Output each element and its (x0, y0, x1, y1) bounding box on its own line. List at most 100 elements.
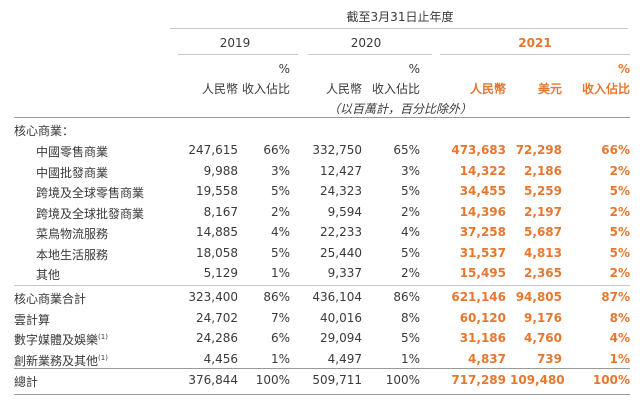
table-cell: 9,176 (524, 310, 562, 325)
col-share-2020: 收入佔比 (371, 82, 420, 96)
table-cell: 25,440 (320, 245, 362, 260)
table-cell: 100% (255, 373, 290, 387)
table-cell: 2% (400, 266, 420, 280)
table-cell: 3% (270, 163, 290, 178)
row-label: 總計 (14, 375, 39, 389)
table-cell: 66% (601, 143, 630, 157)
row-label: 本地生活服務 (36, 247, 109, 262)
table-cell: 621,146 (451, 290, 506, 304)
table-cell: 94,805 (515, 290, 562, 304)
table-row: 本地生活服務 18,058 5% 25,440 5% 31,537 4,813 5% (0, 243, 640, 265)
table-cell: 1% (270, 351, 290, 366)
pct-2020: % (408, 62, 420, 76)
table-cell: 31,537 (459, 245, 506, 260)
table-cell: 15,495 (459, 266, 506, 280)
table-cell: 376,844 (188, 373, 238, 387)
table-cell: 100% (385, 373, 420, 387)
footnote-marker: (1) (98, 353, 108, 362)
rule-2021 (440, 54, 630, 55)
body-top-rule (14, 117, 630, 118)
table-cell: 2% (609, 163, 630, 178)
table-cell: 2% (270, 204, 290, 219)
total-rule (14, 368, 630, 369)
header-rule (170, 28, 628, 29)
table-row: 其他 5,129 1% 9,337 2% 15,495 2,365 2% (0, 263, 640, 285)
table-cell: 6% (270, 331, 290, 345)
period-header: 截至3月31日止年度 (346, 10, 454, 24)
table-row: 中國批發商業 9,988 3% 12,427 3% 14,322 2,186 2% (0, 161, 640, 183)
col-rmb-2019: 人民幣 (201, 82, 238, 96)
table-cell: 5% (400, 245, 420, 260)
table-cell: 8% (400, 310, 420, 325)
table-cell: 19,558 (196, 184, 238, 198)
table-cell: 5,259 (524, 184, 562, 198)
year-2019: 2019 (219, 36, 251, 50)
table-cell: 109,480 (510, 373, 565, 387)
footnote-marker: (1) (98, 333, 108, 341)
table-cell: 24,702 (196, 310, 238, 325)
table-row: 核心商業合計 323,400 86% 436,104 86% 621,146 94,805 8… (0, 287, 640, 309)
table-cell: 4% (609, 331, 630, 345)
table-cell: 323,400 (188, 290, 238, 304)
table-cell: 3% (400, 163, 420, 178)
table-cell: 5% (270, 184, 290, 198)
table-cell: 29,094 (320, 331, 362, 345)
table-cell: 4% (400, 225, 420, 239)
table-cell: 22,233 (320, 225, 362, 239)
table-cell: 24,323 (320, 184, 362, 198)
table-cell: 2% (400, 204, 420, 219)
col-share-2019: 收入佔比 (241, 82, 290, 96)
table-cell: 8% (609, 310, 630, 325)
table-row: 中國零售商業 247,615 66% 332,750 65% 473,683 72,298 6… (0, 140, 640, 162)
table-cell: 2,365 (524, 266, 562, 280)
row-label: 核心商業合計 (14, 292, 87, 306)
table-row: 總計 376,844 100% 509,711 100% 717,289 109,480 10… (0, 370, 640, 392)
table-cell: 5,687 (524, 225, 562, 239)
table-cell: 717,289 (451, 373, 506, 387)
table-cell: 4,837 (468, 351, 506, 366)
row-label: 數字媒體及娛樂(1) (14, 333, 108, 347)
table-cell: 4% (270, 225, 290, 239)
table-cell: 9,988 (203, 163, 238, 178)
table-cell: 4,813 (524, 245, 562, 260)
table-cell: 247,615 (188, 143, 238, 157)
table-cell: 2% (609, 204, 630, 219)
rule-2019 (178, 54, 298, 55)
table-cell: 436,104 (312, 290, 362, 304)
row-label: 雲計算 (14, 312, 51, 327)
pct-2019: % (278, 62, 290, 76)
table-cell: 4,456 (203, 351, 238, 366)
table-cell: 18,058 (196, 245, 238, 260)
row-label: 中國批發商業 (36, 165, 109, 180)
table-cell: 2% (609, 266, 630, 280)
table-cell: 66% (263, 143, 290, 157)
table-cell: 14,885 (196, 225, 238, 239)
rule-2020 (308, 54, 432, 55)
table-cell: 1% (270, 266, 290, 280)
row-label: 跨境及全球批發商業 (36, 206, 145, 221)
table-cell: 2,186 (524, 163, 562, 178)
table-cell: 5% (609, 245, 630, 260)
table-cell: 37,258 (459, 225, 506, 239)
table-cell: 332,750 (312, 143, 362, 157)
table-row: 創新業務及其他(1) 4,456 1% 4,497 1% 4,837 739 1% (0, 349, 640, 371)
year-2021: 2021 (518, 36, 552, 50)
table-cell: 739 (536, 351, 562, 366)
pct-2021: % (617, 62, 630, 76)
bottom-rule (14, 394, 630, 395)
col-usd-2021: 美元 (537, 82, 562, 96)
unit-note: （以百萬計，百分比除外） (327, 102, 472, 116)
table-cell: 473,683 (451, 143, 506, 157)
table-cell: 5% (400, 331, 420, 345)
table-cell: 100% (592, 373, 630, 387)
table-row: 雲計算 24,702 7% 40,016 8% 60,120 9,176 8% (0, 308, 640, 330)
table-cell: 5% (609, 184, 630, 198)
row-label: 跨境及全球零售商業 (36, 186, 145, 200)
table-cell: 2,197 (524, 204, 562, 219)
table-cell: 7% (270, 310, 290, 325)
row-label: 菜鳥物流服務 (36, 227, 109, 241)
table-cell: 86% (263, 290, 290, 304)
table-cell: 86% (393, 290, 420, 304)
table-cell: 8,167 (203, 204, 238, 219)
